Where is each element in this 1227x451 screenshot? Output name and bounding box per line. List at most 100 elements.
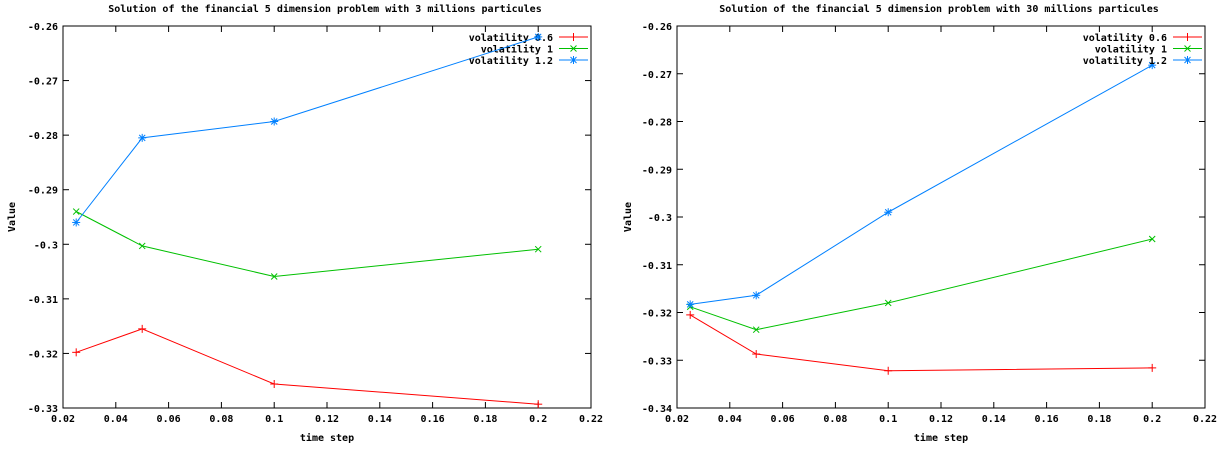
x-tick-label: 0.14 [982,414,1006,425]
x-tick-label: 0.12 [315,414,339,425]
legend-marker [569,56,578,64]
data-point-d2 [1148,235,1156,243]
data-point [1148,235,1156,243]
data-point [534,32,543,41]
data-point-d2 [752,291,760,299]
y-tick-label: -0.26 [642,22,672,33]
series-line [690,64,1153,305]
y-tick-label: -0.29 [642,165,672,176]
data-point-d2 [1148,61,1156,69]
x-axis-label: time step [914,432,968,444]
y-tick-label: -0.31 [642,261,672,272]
x-tick-label: 0.14 [368,414,392,425]
data-point [138,242,146,250]
y-tick-label: -0.28 [642,118,672,129]
x-tick-label: 0.08 [209,414,233,425]
data-point [534,245,542,253]
legend-marker-d2 [1184,56,1191,64]
legend-label: volatility 1.2 [1083,55,1167,67]
x-axis-label: time step [300,432,354,444]
legend-marker-d2 [1184,45,1191,52]
data-point [72,348,81,357]
legend-label: volatility 1 [1095,44,1167,56]
data-point [72,208,80,215]
series-volatility-0-6 [72,324,543,409]
x-tick-label: 0.18 [1087,414,1111,425]
data-point-d2 [884,299,892,307]
x-tick-label: 0.04 [718,414,742,425]
x-tick-label: 0.12 [929,414,953,425]
y-tick-label: -0.34 [642,404,672,415]
x-tick-label: 0.22 [579,414,603,425]
series-volatility-0-6 [686,310,1157,375]
data-point [752,350,761,359]
data-point [686,310,695,319]
series-volatility-1-2 [72,32,543,227]
y-tick-label: -0.3 [34,240,58,251]
data-point [1148,363,1157,372]
data-point [1148,61,1157,70]
x-tick-label: 0.06 [157,414,181,425]
y-tick-label: -0.27 [642,70,672,81]
y-tick-label: -0.29 [28,186,58,197]
data-point-d2 [884,208,892,216]
data-point [884,208,893,217]
legend-label: volatility 0.6 [1083,32,1167,44]
y-tick-label: -0.32 [642,309,672,320]
legend-marker [1184,45,1191,52]
data-point [138,324,147,333]
data-point [884,366,893,375]
data-point-d2 [752,326,760,334]
y-tick-label: -0.27 [28,77,58,88]
y-tick-label: -0.31 [28,295,58,306]
data-point [270,117,279,126]
data-point [138,133,147,142]
x-tick-label: 0.06 [771,414,795,425]
data-point [752,326,760,334]
x-tick-label: 0.04 [104,414,128,425]
legend-label: volatility 1 [481,44,553,56]
data-point [884,299,892,307]
data-point-d2 [72,208,80,215]
legend-marker [569,33,578,41]
data-point [752,291,761,300]
data-point-d2 [686,301,694,308]
chart-title: Solution of the financial 5 dimension pr… [108,3,541,15]
data-point-d2 [534,33,542,41]
data-point [270,273,278,280]
chart-2: Solution of the financial 5 dimension pr… [623,3,1217,444]
legend-label: volatility 0.6 [469,32,553,44]
data-point [72,218,81,227]
data-point-d2 [138,242,146,250]
x-tick-label: 0.02 [51,414,75,425]
x-tick-label: 0.08 [823,414,847,425]
data-point-d2 [534,245,542,253]
legend-marker [570,45,577,52]
x-tick-label: 0.22 [1193,414,1217,425]
data-point-d2 [138,134,146,142]
series-line [75,211,539,278]
series-volatility-1 [686,235,1156,334]
legend-label: volatility 1.2 [469,55,553,67]
data-point-d2 [270,118,278,125]
series-volatility-1 [72,208,542,280]
y-tick-label: -0.3 [648,213,672,224]
data-point-d2 [72,219,80,226]
series-line [690,238,1153,331]
x-tick-label: 0.16 [1035,414,1059,425]
x-tick-label: 0.1 [265,414,283,425]
data-point-d2 [270,273,278,280]
legend-marker [1183,56,1192,64]
y-tick-label: -0.32 [28,349,58,360]
legend-marker-d2 [570,56,577,64]
x-tick-label: 0.1 [879,414,897,425]
chart-1: Solution of the financial 5 dimension pr… [7,3,603,444]
legend-marker [1183,33,1192,41]
y-tick-label: -0.33 [28,404,58,415]
series-line [75,36,539,223]
x-tick-label: 0.18 [473,414,497,425]
y-axis-label: Value [623,202,634,232]
x-tick-label: 0.2 [1143,414,1161,425]
y-tick-label: -0.26 [28,22,58,33]
